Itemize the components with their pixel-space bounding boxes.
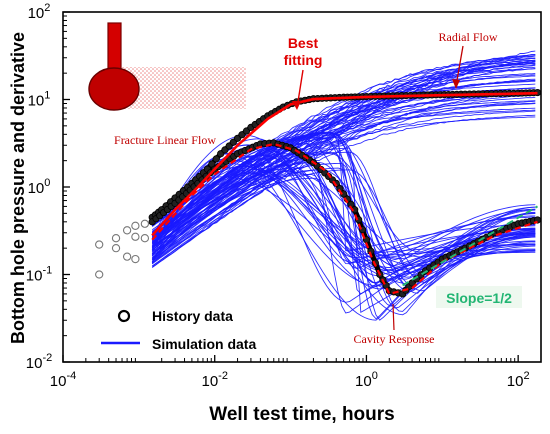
cavity-response-pointer [392, 303, 395, 331]
simulation-pressure-curve [151, 114, 536, 267]
history-open-point [131, 221, 140, 230]
y-tick-label: 100 [28, 177, 51, 197]
simulation-pressure-curve [151, 107, 536, 243]
x-axis-ticks: 10-4 10-2 100 102 [50, 355, 542, 390]
y-axis-ticks: 10-2 10-1 100 101 102 [26, 2, 70, 372]
simulation-pressure-curve [151, 66, 536, 263]
annotation-radial-flow: Radial Flow [439, 30, 498, 89]
history-open-points [95, 219, 150, 279]
y-tick-label: 10-1 [26, 265, 52, 285]
simulation-derivative-curve [151, 136, 536, 252]
simulation-derivative-curve [151, 134, 536, 294]
legend-history-label: History data [152, 308, 233, 324]
history-open-point [111, 244, 121, 253]
slope-half-line [402, 205, 539, 287]
history-open-point [95, 270, 104, 279]
y-tick-label: 102 [28, 2, 51, 22]
y-axis-title: Bottom hole pressure and derivative [8, 32, 28, 344]
y-tick-label: 10-2 [26, 352, 52, 372]
simulation-pressure-curve [151, 79, 536, 233]
history-open-point [122, 226, 132, 235]
simulation-pressure-curve [151, 60, 536, 257]
best-fitting-arrowhead [292, 101, 301, 110]
radial-flow-arrow [455, 45, 464, 87]
simulation-pressure-curve [151, 59, 536, 231]
simulation-derivative-curve [151, 164, 536, 277]
simulation-pressure-curve [151, 100, 536, 268]
history-open-point [122, 252, 132, 261]
cavity [88, 67, 140, 111]
legend-history-marker [117, 309, 131, 323]
history-open-point [95, 240, 104, 249]
well-schematic [88, 22, 246, 111]
history-point [212, 155, 220, 163]
legend: History data Simulation data [101, 308, 256, 352]
slope-line [402, 205, 539, 287]
simulation-pressure-curve [151, 96, 536, 261]
fracture-linear-flow-label: Fracture Linear Flow [114, 133, 216, 147]
best-fitting-label-line1: Best [288, 35, 319, 51]
simulation-pressure-curve [151, 55, 536, 227]
x-tick-label: 100 [355, 370, 378, 390]
simulation-pressure-curve [151, 60, 536, 245]
best-fitting-label-line2: fitting [284, 52, 323, 68]
x-tick-label: 10-4 [50, 370, 76, 390]
slope-label-bg [436, 286, 522, 308]
cavity-response-label: Cavity Response [354, 332, 435, 346]
x-tick-label: 10-2 [201, 370, 227, 390]
x-tick-label: 102 [507, 370, 530, 390]
simulation-pressure-curve [151, 72, 536, 226]
slope-label: Slope=1/2 [446, 290, 512, 306]
simulation-derivative-curve [151, 138, 536, 261]
history-open-point [131, 232, 140, 241]
x-axis-title: Well test time, hours [209, 404, 394, 425]
radial-flow-label: Radial Flow [439, 30, 498, 44]
best-fit-pressure-line [151, 91, 538, 237]
simulation-pressure-curve [151, 79, 536, 241]
history-open-point [140, 219, 150, 228]
history-open-point [111, 234, 121, 243]
radial-flow-arrowhead [452, 79, 460, 89]
legend-simulation-label: Simulation data [152, 336, 256, 352]
y-tick-label: 101 [28, 90, 51, 110]
simulation-pressure-curve [151, 94, 536, 265]
annotation-best-fitting: Best fitting [284, 35, 323, 110]
simulation-pressure-curve [151, 80, 536, 239]
wellbore [107, 22, 122, 72]
history-open-point [140, 234, 150, 243]
history-open-point [131, 254, 140, 264]
